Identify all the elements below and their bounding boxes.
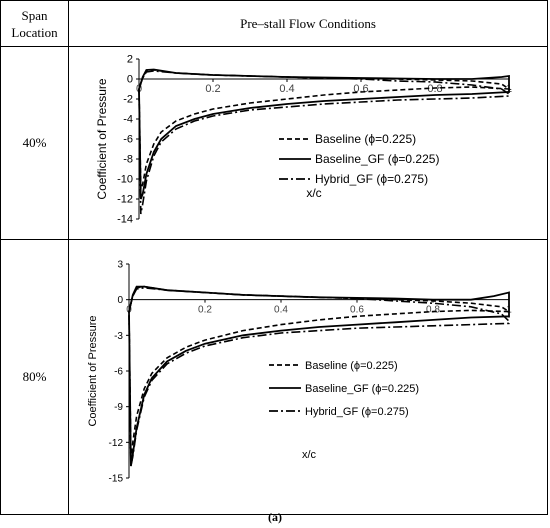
x-tick-label: 0.4 <box>274 305 288 316</box>
y-tick-label: 3 <box>117 260 123 271</box>
legend-label: Hybrid_GF (ϕ=0.275) <box>305 406 409 418</box>
y-tick-label: -10 <box>117 174 133 186</box>
y-tick-label: -12 <box>109 438 124 449</box>
row-80: 80% 3 0 -3 -6 -9 -12 -15 0 0.2 0.4 0.6 0.8 1 Coeffici… <box>0 239 548 515</box>
figure-caption: (a) <box>268 510 282 524</box>
y-tick-label: -6 <box>123 134 133 146</box>
x-tick-label: 0.6 <box>350 305 364 316</box>
y-axis-label: Coefficient of Pressure <box>95 78 109 199</box>
series-line-3 <box>138 70 510 215</box>
y-tick-label: -8 <box>123 154 133 166</box>
chart-80-span: 30-3-6-9-12-150 0.2 0.4 0.6 0.8 1Coefficient … <box>87 260 512 485</box>
x-axis-label: x/c <box>302 449 317 461</box>
span-label-80: 80% <box>0 239 69 515</box>
series-line-1 <box>138 69 512 190</box>
y-tick-label: -15 <box>109 474 124 485</box>
x-tick-label: 0.8 <box>426 305 440 316</box>
y-axis-label: Coefficient of Pressure <box>87 315 99 426</box>
results-table: Span Location Pre–stall Flow Conditions … <box>0 0 548 515</box>
x-tick-label: 0.2 <box>198 305 212 316</box>
flow-conditions-header: Pre–stall Flow Conditions <box>68 0 548 47</box>
header-row: Span Location Pre–stall Flow Conditions <box>0 0 548 47</box>
chart-cell-40: 2 0 -2 -4 -6 -8 -10 -12 -14 0 0.2 0.4 0.6 0.8 1 Coeffic… <box>68 46 548 240</box>
span-header-line2: Location <box>11 24 58 40</box>
span-header-line1: Span <box>21 7 48 23</box>
y-tick-label: -6 <box>114 367 123 378</box>
y-tick-label: -3 <box>114 331 123 342</box>
series-line-3 <box>128 286 510 467</box>
y-tick-label: -12 <box>117 194 133 206</box>
legend-label: Hybrid_GF (ϕ=0.275) <box>315 172 428 186</box>
x-tick-label: 0.4 <box>279 83 294 95</box>
series-line-1 <box>128 285 512 461</box>
row-40: 40% 2 0 -2 -4 -6 -8 -10 -12 -14 0 0.2 0.4 0.6 0.8 1 Coe… <box>0 46 548 240</box>
chart-40-span: 20-2-4-6-8-10-12-140 0.2 0.4 0.6 0.8 1Coeffic… <box>95 54 512 226</box>
y-tick-label: -4 <box>123 114 133 126</box>
y-tick-label: -14 <box>117 214 133 226</box>
span-location-header: Span Location <box>0 0 69 47</box>
span-label-40: 40% <box>0 46 69 240</box>
legend-label: Baseline_GF (ϕ=0.225) <box>315 152 439 166</box>
chart-cell-80: 3 0 -3 -6 -9 -12 -15 0 0.2 0.4 0.6 0.8 1 Coefficient … <box>68 239 548 515</box>
y-tick-label: -9 <box>114 402 123 413</box>
y-tick-label: 2 <box>127 54 133 66</box>
legend-label: Baseline (ϕ=0.225) <box>315 132 416 146</box>
x-axis-label: x/c <box>306 186 321 200</box>
y-tick-label: 0 <box>127 74 133 86</box>
legend-label: Baseline_GF (ϕ=0.225) <box>305 383 419 395</box>
series-line-2 <box>128 285 510 467</box>
x-tick-label: 0.8 <box>427 83 442 95</box>
legend-label: Baseline (ϕ=0.225) <box>305 360 398 372</box>
y-tick-label: 0 <box>117 295 123 306</box>
x-tick-label: 0.2 <box>205 83 220 95</box>
y-tick-label: -2 <box>123 94 133 106</box>
